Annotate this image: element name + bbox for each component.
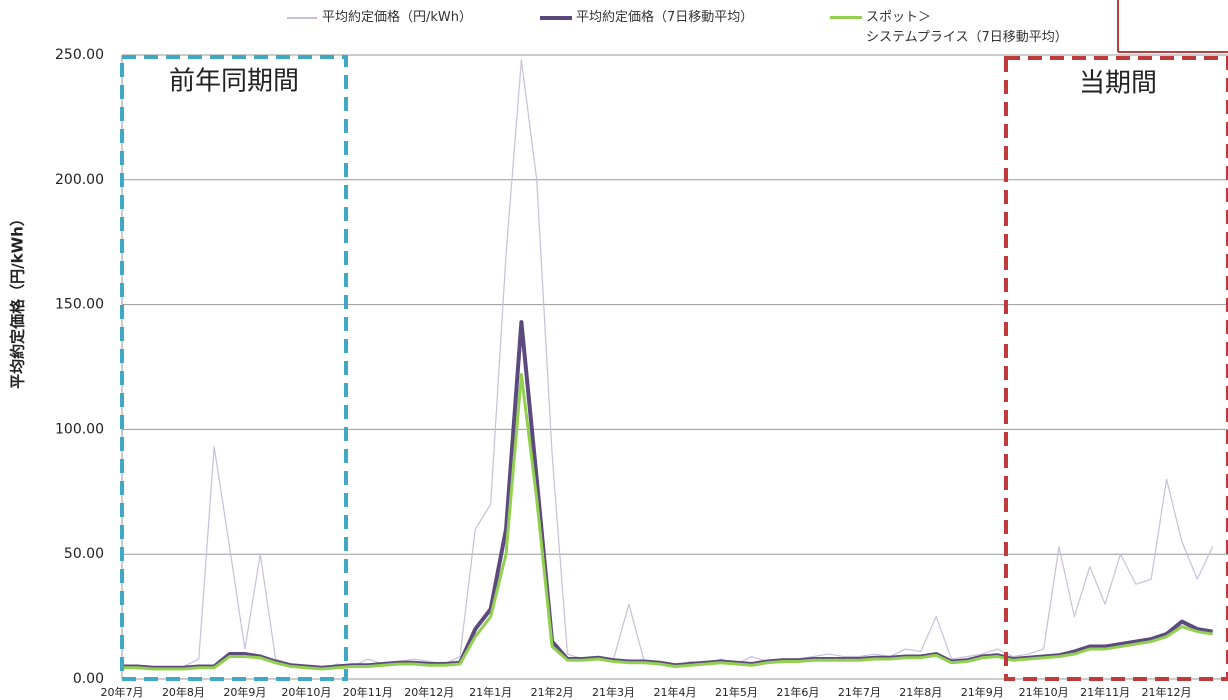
x-tick-label: 21年9月 (961, 685, 1004, 699)
y-tick-label: 0.00 (73, 671, 104, 687)
x-tick-label: 21年7月 (838, 685, 881, 699)
x-tick-label: 21年3月 (592, 685, 635, 699)
y-tick-label: 250.00 (55, 47, 104, 63)
x-tick-label: 20年12月 (404, 685, 454, 699)
current-period-box (1004, 56, 1228, 681)
y-axis-label: 平均約定価格（円/kWh） (9, 211, 27, 389)
annotation: 当期間 (1079, 69, 1157, 99)
legend-label: 平均約定価格（7日移動平均） (576, 10, 754, 25)
x-tick-label: 20年7月 (101, 685, 144, 699)
legend-swatch (830, 16, 862, 19)
grid (121, 54, 1228, 680)
y-tick-label: 50.00 (64, 546, 104, 562)
series-line (122, 372, 1213, 671)
x-tick-label: 20年10月 (281, 685, 331, 699)
legend-swatch (540, 16, 572, 20)
legend-label: 平均約定価格（円/kWh） (322, 10, 473, 25)
annotation: 前年同期間 (169, 67, 299, 97)
x-tick-label: 21年6月 (776, 685, 819, 699)
x-tick-label: 20年11月 (343, 685, 393, 699)
prior-period-box (120, 55, 348, 681)
x-tick-label: 20年9月 (223, 685, 266, 699)
y-tick-label: 100.00 (55, 421, 104, 437)
x-tick-label: 21年1月 (469, 685, 512, 699)
x-tick-label: 21年2月 (531, 685, 574, 699)
x-tick-label: 21年10月 (1019, 685, 1069, 699)
y-tick-label: 200.00 (55, 172, 104, 188)
legend-swatch (287, 17, 317, 19)
lines (121, 59, 1214, 671)
y-tick-label: 150.00 (55, 297, 104, 313)
x-tick-label: 21年4月 (654, 685, 697, 699)
legend-label: スポット＞ システムプライス（7日移動平均） (866, 10, 1068, 45)
x-tick-label: 21年11月 (1080, 685, 1130, 699)
x-tick-label: 21年12月 (1142, 685, 1192, 699)
series-line (121, 59, 1214, 670)
x-tick-label: 21年5月 (715, 685, 758, 699)
x-tick-label: 21年8月 (899, 685, 942, 699)
x-tick-label: 20年8月 (162, 685, 205, 699)
